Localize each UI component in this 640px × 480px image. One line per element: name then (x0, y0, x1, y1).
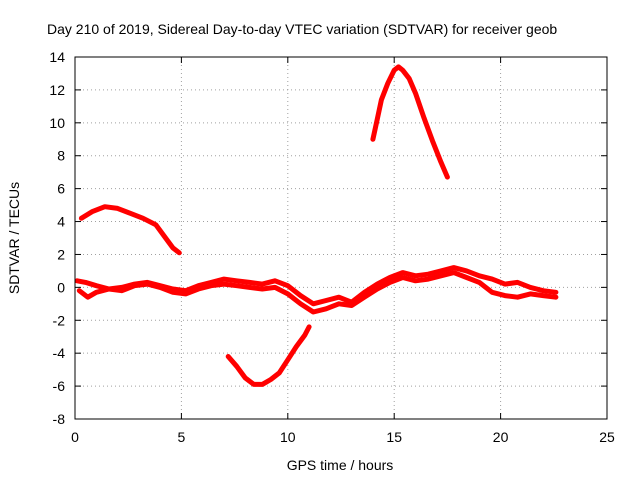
x-tick-labels: 0 5 10 15 20 25 (71, 429, 615, 445)
series-arc-3 (76, 270, 559, 315)
y-tick-label: 8 (57, 148, 65, 164)
series-arc-1 (78, 204, 182, 256)
grid-lines (75, 57, 607, 419)
y-axis-label: SDTVAR / TECUs (6, 182, 22, 294)
x-tick-label: 20 (493, 429, 509, 445)
series-arc-4 (225, 324, 312, 387)
chart-title: Day 210 of 2019, Sidereal Day-to-day VTE… (47, 21, 557, 37)
axis-ticks (74, 56, 608, 420)
x-tick-label: 0 (71, 429, 79, 445)
x-tick-label: 25 (599, 429, 615, 445)
y-tick-label: 12 (49, 82, 65, 98)
y-tick-label: -6 (53, 378, 66, 394)
y-tick-label: 4 (57, 214, 65, 230)
y-tick-label: 6 (57, 181, 65, 197)
x-axis-label: GPS time / hours (287, 457, 394, 473)
y-tick-label: 10 (49, 115, 65, 131)
y-tick-label: -8 (53, 411, 66, 427)
series-arc-5 (370, 64, 450, 180)
x-tick-label: 5 (178, 429, 186, 445)
y-tick-label: -2 (53, 312, 66, 328)
x-tick-label: 15 (386, 429, 402, 445)
x-tick-label: 10 (280, 429, 296, 445)
y-tick-label: 14 (49, 49, 65, 65)
y-tick-label: 0 (57, 279, 65, 295)
y-tick-labels: -8 -6 -4 -2 0 2 4 6 8 10 12 14 (49, 49, 65, 427)
y-tick-label: 2 (57, 246, 65, 262)
y-tick-label: -4 (53, 345, 66, 361)
series-layer (74, 64, 559, 387)
plot-frame (74, 56, 608, 420)
